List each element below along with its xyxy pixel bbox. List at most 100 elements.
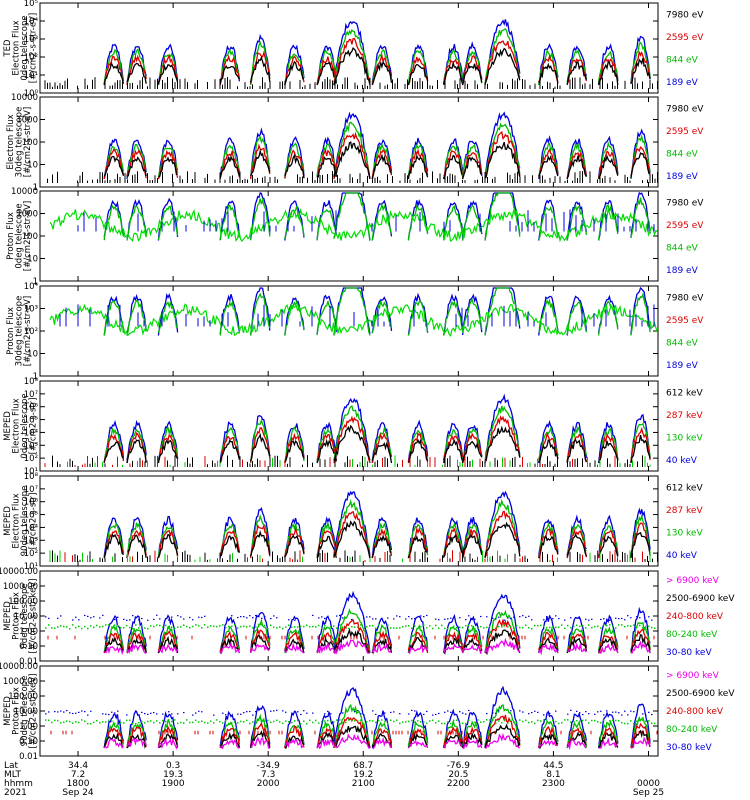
series-trace xyxy=(407,63,429,86)
panel-frame xyxy=(39,96,659,188)
y-axis-label: 30deg telescope xyxy=(15,296,25,367)
legend-entry: 240-800 keV xyxy=(666,707,724,717)
y-tick-label: 10⁰ xyxy=(24,89,39,99)
y-axis-label: MEPED xyxy=(3,601,13,631)
series-trace xyxy=(219,529,241,557)
series-trace xyxy=(284,725,305,749)
y-tick-label: 1000 xyxy=(16,116,38,126)
series-trace xyxy=(461,50,483,84)
legend-entry: 189 eV xyxy=(666,78,699,88)
series-trace xyxy=(538,732,559,749)
y-tick-label: 10⁸ xyxy=(24,472,39,482)
series-trace xyxy=(284,631,305,652)
y-tick-label: 10⁴ xyxy=(24,17,39,27)
y-tick-label: 100.00 xyxy=(8,597,38,607)
legend-entry: 844 eV xyxy=(666,55,699,65)
series-trace xyxy=(461,204,483,241)
x-tick-label: 2200 xyxy=(447,779,470,789)
series-trace xyxy=(316,631,337,654)
y-tick-label: 10⁵ xyxy=(24,416,38,426)
y-tick-label: 0.01 xyxy=(19,657,38,667)
series-trace xyxy=(484,521,521,558)
series-trace xyxy=(407,432,429,464)
y-tick-label: 10¹ xyxy=(24,562,38,572)
series-trace xyxy=(126,156,147,178)
series-trace xyxy=(126,534,147,559)
series-trace xyxy=(249,730,271,749)
y-tick-label: 10⁶ xyxy=(24,498,39,508)
series-trace xyxy=(249,40,271,86)
legend-entry: 7980 eV xyxy=(666,104,704,114)
series-trace xyxy=(157,733,179,749)
series-trace xyxy=(333,639,370,655)
series-trace xyxy=(371,527,393,558)
y-tick-label: 10000.00 xyxy=(0,567,38,577)
legend-entry: 7980 eV xyxy=(666,10,704,20)
series-trace xyxy=(371,141,393,180)
panel-data xyxy=(49,191,658,243)
series-trace xyxy=(566,628,587,652)
legend-entry: 189 eV xyxy=(666,266,699,276)
series-trace xyxy=(316,155,337,178)
series-trace xyxy=(597,60,619,86)
series-trace xyxy=(461,516,483,559)
series-trace xyxy=(284,299,305,336)
series-trace xyxy=(249,143,271,180)
series-trace xyxy=(630,286,651,335)
series-trace xyxy=(219,204,241,241)
series-trace xyxy=(566,155,587,180)
y-tick-label: 10² xyxy=(24,53,38,63)
y-axis-label: 30deg telescope xyxy=(15,107,25,178)
series-trace xyxy=(333,520,371,559)
series-trace xyxy=(407,429,429,464)
legend-entry: 287 keV xyxy=(666,506,703,516)
y-axis-label: Proton Flux xyxy=(6,307,16,355)
y-tick-label: 10² xyxy=(24,454,38,464)
series-trace xyxy=(103,646,125,655)
series-trace xyxy=(597,530,619,559)
series-trace xyxy=(249,721,271,747)
series-trace xyxy=(597,514,619,559)
series-trace xyxy=(249,135,271,180)
y-axis-label: MEPED xyxy=(3,411,13,441)
series-trace xyxy=(461,298,483,333)
series-trace xyxy=(461,293,483,336)
series-trace xyxy=(126,299,147,336)
series-trace xyxy=(103,737,124,749)
y-tick-label: 10⁴ xyxy=(24,523,39,533)
series-trace xyxy=(219,721,241,748)
y-tick-label: 10⁴ xyxy=(24,428,39,438)
panel-data xyxy=(49,490,658,562)
series-trace xyxy=(538,142,559,178)
x-axis-annotations: Lat 34.4 0.3 -34.9 68.7 -76.9 44.5 MLT 7.2 19.3 7.… xyxy=(4,761,664,798)
x-tick-label: 1900 xyxy=(162,779,185,789)
series-trace xyxy=(630,722,651,749)
series-trace xyxy=(461,432,483,464)
series-trace xyxy=(597,637,619,654)
series-trace xyxy=(333,619,371,654)
legend-entry: 7980 eV xyxy=(666,198,704,208)
series-trace xyxy=(249,530,271,557)
series-trace xyxy=(566,533,588,557)
series-trace xyxy=(462,726,483,749)
series-trace xyxy=(598,154,619,180)
series-trace xyxy=(284,534,305,558)
series-trace xyxy=(49,303,658,337)
series-trace xyxy=(249,427,271,463)
series-trace xyxy=(442,205,464,241)
series-trace xyxy=(333,608,371,654)
y-tick-label: 10⁸ xyxy=(24,377,39,387)
series-trace xyxy=(371,53,393,85)
x-tick-label: 2100 xyxy=(352,779,375,789)
series-trace xyxy=(461,144,483,178)
series-trace xyxy=(49,207,658,243)
series-trace xyxy=(249,627,271,652)
series-trace xyxy=(157,644,179,654)
series-trace xyxy=(219,439,241,464)
series-trace xyxy=(158,156,178,178)
series-trace xyxy=(443,154,464,180)
series-trace xyxy=(566,421,588,464)
series-trace xyxy=(538,710,559,749)
y-axis-label: [#/cm2-s-str] xyxy=(29,493,39,550)
series-trace xyxy=(630,507,651,556)
